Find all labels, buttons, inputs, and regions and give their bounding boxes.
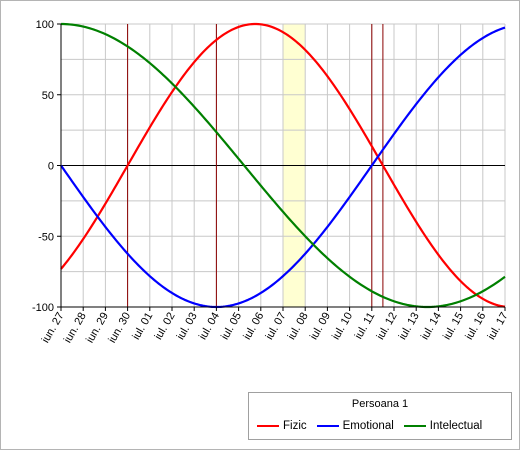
x-tick-label: iul. 03 <box>175 311 200 342</box>
x-tick-label: iul. 02 <box>153 311 178 342</box>
series-line-emotional <box>60 26 506 309</box>
x-tick-label: iul. 08 <box>286 311 311 342</box>
y-tick-label: 100 <box>36 19 54 31</box>
y-tick-label: -50 <box>38 231 54 243</box>
legend-item-fizic: Fizic <box>257 417 307 435</box>
x-tick-label: iul. 04 <box>197 311 222 342</box>
y-tick-label: 0 <box>48 161 54 173</box>
x-tick-label: iul. 11 <box>353 311 378 342</box>
y-tick-label: -100 <box>32 302 54 314</box>
legend-label: Intelectual <box>429 419 483 432</box>
x-tick-label: iun. 30 <box>106 311 133 346</box>
x-tick-label: iul. 16 <box>463 311 488 342</box>
y-tick-label: 50 <box>42 90 54 102</box>
x-tick-label: iul. 15 <box>441 311 466 342</box>
legend-swatch <box>257 424 279 427</box>
legend-swatch <box>403 424 426 427</box>
x-tick-label: iul. 05 <box>219 311 244 342</box>
x-tick-label: iul. 01 <box>130 311 155 342</box>
x-tick-label: iul. 10 <box>330 311 355 342</box>
legend-label: Fizic <box>283 419 307 432</box>
x-tick-label: iul. 09 <box>308 311 333 342</box>
x-tick-label: iul. 14 <box>419 311 444 342</box>
legend-swatch <box>316 424 339 427</box>
x-tick-label: iul. 13 <box>397 311 422 342</box>
x-tick-label: iul. 17 <box>486 311 511 342</box>
legend-label: Emotional <box>342 419 394 432</box>
x-tick-label: iul. 06 <box>241 311 266 342</box>
x-tick-label: iul. 07 <box>264 311 289 342</box>
legend-title: Persoana 1 <box>351 398 409 410</box>
legend-item-emotional: Emotional <box>316 417 394 435</box>
legend: Persoana 1 Fizic Emotional Intelectual <box>248 392 512 440</box>
series-line-fizic <box>60 22 506 308</box>
x-tick-label: iul. 12 <box>375 311 400 342</box>
legend-item-intelectual: Intelectual <box>403 417 483 435</box>
legend-items: Fizic Emotional Intelectual <box>257 417 492 433</box>
